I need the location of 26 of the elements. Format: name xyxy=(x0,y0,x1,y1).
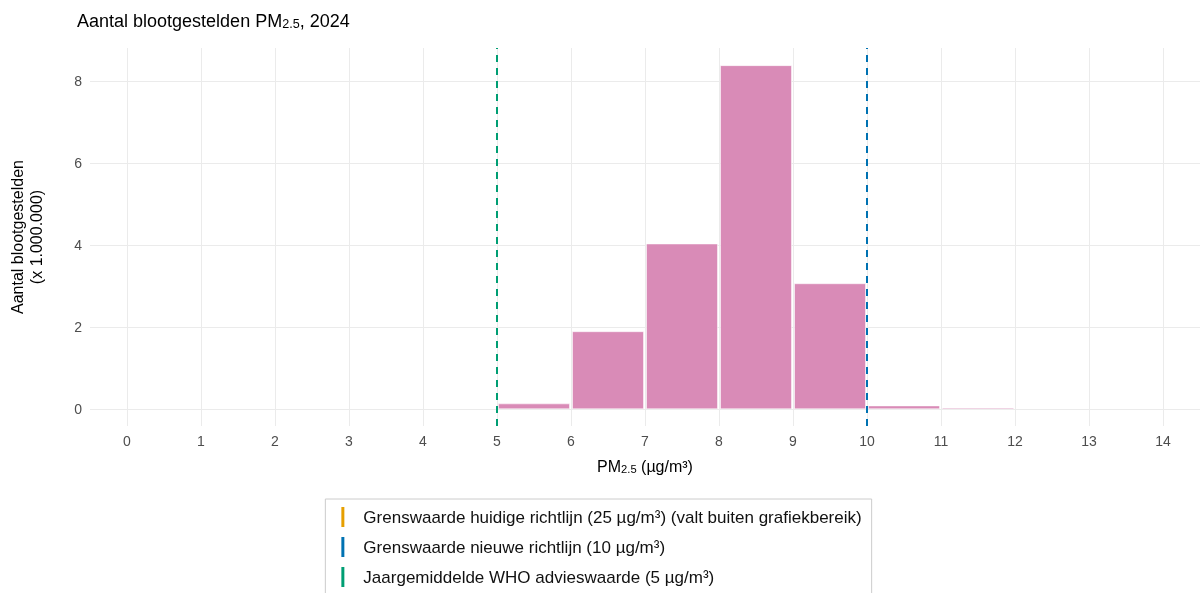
x-tick-label: 9 xyxy=(789,433,798,449)
x-tick-label: 11 xyxy=(933,433,949,449)
x-tick-label: 0 xyxy=(123,433,132,449)
y-tick-label: 2 xyxy=(74,318,83,335)
y-axis-title: Aantal blootgestelden (x 1.000.000) xyxy=(9,160,45,314)
legend-label: Jaargemiddelde WHO advieswaarde (5 µg/m³) xyxy=(363,567,715,587)
x-tick-label: 7 xyxy=(641,433,650,449)
x-tick-label: 13 xyxy=(1081,433,1097,449)
x-tick-label: 1 xyxy=(197,433,206,449)
y-tick-label: 8 xyxy=(74,72,83,89)
x-tick-label: 12 xyxy=(1007,433,1023,449)
x-tick-label: 2 xyxy=(271,433,280,449)
chart-title: Aantal blootgestelden PM2.5, 2024 xyxy=(77,10,350,31)
x-axis-title: PM2.5 (µg/m³) xyxy=(597,457,693,476)
text: Grenswaarde huidige richtlijn (25 µg/m³) (valt buiten grafiekbereik) xyxy=(363,507,862,527)
x-tick-label: 10 xyxy=(859,433,875,449)
x-tick-label: 14 xyxy=(1155,433,1171,449)
x-tick-label: 4 xyxy=(419,433,428,449)
x-tick-label: 3 xyxy=(345,433,354,449)
x-tick-label: 6 xyxy=(567,433,576,449)
x-tick-label: 5 xyxy=(493,433,502,449)
legend-label: Grenswaarde nieuwe richtlijn (10 µg/m³) xyxy=(363,537,666,557)
y-tick-label: 0 xyxy=(74,400,83,417)
x-tick-label: 8 xyxy=(715,433,724,449)
y-tick-label: 6 xyxy=(74,154,83,171)
y-tick-label: 4 xyxy=(74,236,83,253)
